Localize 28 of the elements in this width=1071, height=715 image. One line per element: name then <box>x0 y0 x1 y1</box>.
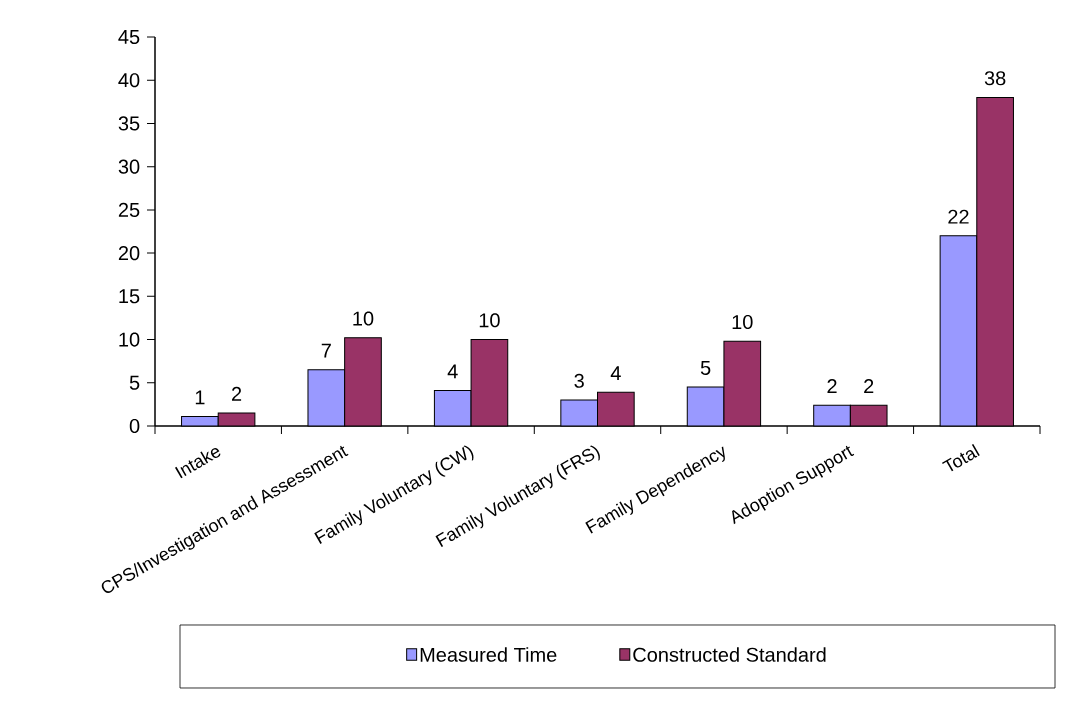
data-label: 4 <box>447 364 458 379</box>
data-label: 3 <box>574 373 584 388</box>
x-tick-label: Intake <box>175 448 221 479</box>
y-tick-label: 40 <box>118 73 140 88</box>
y-tick-label: 5 <box>129 375 140 390</box>
data-label: 7 <box>321 343 331 358</box>
x-tick-label: Total <box>942 443 980 472</box>
data-label: 5 <box>700 360 711 375</box>
data-label: 1 <box>195 390 205 405</box>
data-label: 10 <box>479 313 500 328</box>
data-label: 10 <box>353 311 374 326</box>
y-tick-label: 15 <box>119 289 140 304</box>
data-label: 38 <box>984 71 1006 86</box>
y-tick-label: 0 <box>129 418 140 434</box>
y-tick-label: 25 <box>118 202 140 217</box>
y-tick-label: 35 <box>118 116 140 131</box>
data-label: 22 <box>948 209 969 224</box>
y-tick-label: 45 <box>118 30 140 44</box>
data-label: 2 <box>231 386 242 401</box>
data-label: 2 <box>827 379 837 394</box>
legend-label: Constructed Standard <box>633 647 826 662</box>
data-label: 10 <box>732 314 753 330</box>
data-label: 4 <box>610 366 621 381</box>
y-tick-label: 10 <box>119 332 140 347</box>
y-tick-label: 30 <box>118 159 140 174</box>
legend-label: Measured Time <box>420 647 557 662</box>
y-tick-label: 20 <box>118 246 140 261</box>
data-label: 2 <box>864 379 874 394</box>
